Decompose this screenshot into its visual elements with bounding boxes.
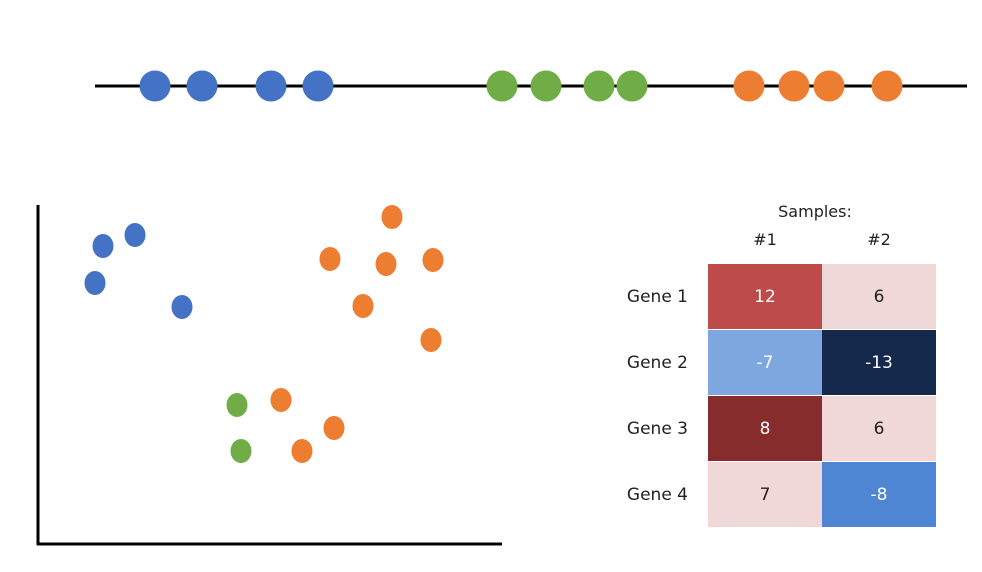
scatter-point-orange xyxy=(422,248,444,272)
heatmap-cell: 6 xyxy=(822,264,936,329)
heatmap-cell: -7 xyxy=(708,330,822,395)
line-point-blue xyxy=(186,70,218,102)
scatter-point-blue xyxy=(171,295,193,319)
sample-header-2: #2 xyxy=(867,230,891,249)
scatter-point-orange xyxy=(375,252,397,276)
heatmap-cell: 7 xyxy=(708,462,822,527)
scatter-point-orange xyxy=(352,294,374,318)
two-dimensional-plot xyxy=(0,190,520,560)
line-point-green xyxy=(486,70,518,102)
scatter-point-blue xyxy=(84,271,106,295)
line-point-green xyxy=(530,70,562,102)
scatter-point-orange xyxy=(420,328,442,352)
sample-header-1: #1 xyxy=(753,230,777,249)
line-point-orange xyxy=(813,70,845,102)
heatmap-cell: 6 xyxy=(822,396,936,461)
scatter-point-blue xyxy=(124,223,146,247)
line-points xyxy=(139,70,903,102)
scatter-plot-svg xyxy=(36,205,502,546)
scatter-point-green xyxy=(230,439,252,463)
scatter-point-orange xyxy=(323,416,345,440)
line-point-blue xyxy=(302,70,334,102)
heatmap-cell: 12 xyxy=(708,264,822,329)
heatmap-cell: 8 xyxy=(708,396,822,461)
scatter-point-green xyxy=(226,393,248,417)
scatter-point-orange xyxy=(381,205,403,229)
line-point-green xyxy=(583,70,615,102)
gene-label-2: Gene 2 xyxy=(626,353,688,373)
samples-title: Samples: xyxy=(778,202,852,221)
line-point-blue xyxy=(255,70,287,102)
scatter-point-orange xyxy=(291,439,313,463)
line-point-green xyxy=(616,70,648,102)
line-plot-svg xyxy=(95,70,967,102)
line-point-blue xyxy=(139,70,171,102)
gene-label-4: Gene 4 xyxy=(626,485,688,505)
gene-heatmap: Samples: #1 #2 Gene 1 Gene 2 Gene 3 Gene… xyxy=(600,190,970,550)
gene-label-1: Gene 1 xyxy=(626,287,688,307)
one-dimensional-plot xyxy=(0,0,982,170)
scatter-point-orange xyxy=(270,388,292,412)
line-point-orange xyxy=(778,70,810,102)
heatmap-cell: -8 xyxy=(822,462,936,527)
scatter-points xyxy=(84,205,444,463)
scatter-point-blue xyxy=(92,234,114,258)
scatter-point-orange xyxy=(319,247,341,271)
heatmap-cell: -13 xyxy=(822,330,936,395)
gene-label-3: Gene 3 xyxy=(626,419,688,439)
line-point-orange xyxy=(733,70,765,102)
line-point-orange xyxy=(871,70,903,102)
